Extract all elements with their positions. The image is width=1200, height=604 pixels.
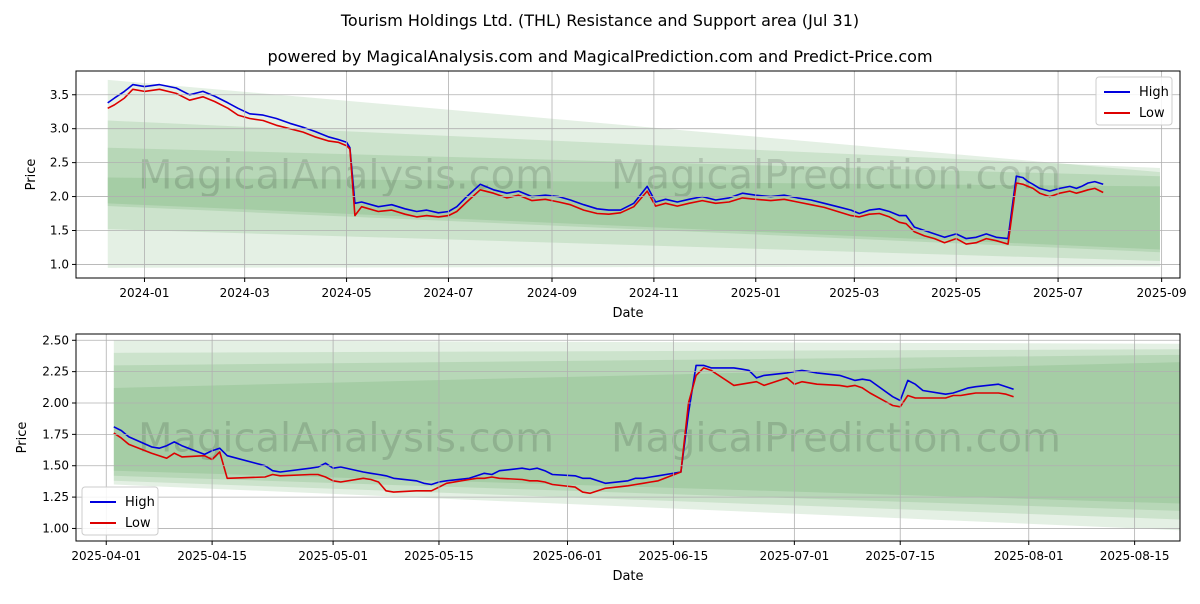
x-tick-label: 2025-06-15 xyxy=(638,549,708,563)
resistance-support-band-2 xyxy=(107,120,1160,262)
watermark-text-2: MagicalPrediction.com xyxy=(611,153,1061,199)
series-line-low xyxy=(107,88,1104,245)
y-axis-label: Price xyxy=(15,422,30,454)
x-tick-label: 2025-03 xyxy=(829,286,879,300)
x-tick-label: 2024-07 xyxy=(423,286,473,300)
legend-label-low: Low xyxy=(125,516,151,531)
top-chart-panel: MagicalAnalysis.com MagicalPrediction.com… xyxy=(24,70,1187,321)
watermark-text-1: MagicalAnalysis.com xyxy=(138,416,554,462)
plot-area: MagicalAnalysis.com MagicalPrediction.com xyxy=(107,79,1160,268)
x-tick-label: 2025-05 xyxy=(931,286,981,300)
resistance-support-band-3 xyxy=(113,354,1180,511)
x-tick-label: 2025-05-01 xyxy=(298,549,368,563)
y-tick-label: 2.50 xyxy=(42,333,69,347)
y-tick-label: 2.5 xyxy=(50,156,69,170)
x-tick-label: 2025-01 xyxy=(731,286,781,300)
x-tick-label: 2025-05-15 xyxy=(404,549,474,563)
y-tick-label: 1.25 xyxy=(42,490,69,504)
series-line-low xyxy=(113,367,1014,495)
chart-subtitle: powered by MagicalAnalysis.com and Magic… xyxy=(267,47,932,66)
x-tick-label: 2025-08-15 xyxy=(1100,549,1170,563)
watermark-text-2: MagicalPrediction.com xyxy=(611,416,1061,462)
y-axis-label: Price xyxy=(24,159,39,191)
resistance-support-band-4 xyxy=(107,177,1160,250)
y-tick-label: 2.25 xyxy=(42,365,69,379)
x-tick-label: 2025-09 xyxy=(1137,286,1187,300)
x-tick-label: 2025-08-01 xyxy=(994,549,1064,563)
y-tick-label: 1.0 xyxy=(50,257,69,271)
axes-frame xyxy=(75,70,1181,279)
x-tick-label: 2025-04-01 xyxy=(71,549,141,563)
series-line-high xyxy=(107,83,1104,240)
legend-label-high: High xyxy=(125,495,155,510)
legend: High Low xyxy=(81,486,159,536)
y-tick-label: 2.00 xyxy=(42,396,69,410)
y-tick-label: 1.00 xyxy=(42,521,69,535)
y-tick-label: 1.5 xyxy=(50,223,69,237)
watermark-text-1: MagicalAnalysis.com xyxy=(138,153,554,199)
x-tick-label: 2025-04-15 xyxy=(177,549,247,563)
legend: High Low xyxy=(1095,76,1173,126)
axes-frame xyxy=(75,333,1181,542)
chart-title: Tourism Holdings Ltd. (THL) Resistance a… xyxy=(340,11,859,30)
y-tick-label: 3.5 xyxy=(50,88,69,102)
x-tick-label: 2024-11 xyxy=(629,286,679,300)
grid xyxy=(76,334,1180,541)
y-tick-label: 1.50 xyxy=(42,459,69,473)
resistance-support-band-1 xyxy=(113,340,1180,531)
x-tick-label: 2025-07 xyxy=(1033,286,1083,300)
x-tick-label: 2024-01 xyxy=(119,286,169,300)
y-tick-label: 1.75 xyxy=(42,427,69,441)
x-tick-label: 2024-09 xyxy=(527,286,577,300)
watermark: MagicalAnalysis.com MagicalPrediction.com xyxy=(138,153,1061,199)
x-axis-label: Date xyxy=(612,306,643,321)
grid xyxy=(76,71,1180,278)
x-tick-label: 2025-07-15 xyxy=(865,549,935,563)
x-tick-label: 2024-05 xyxy=(322,286,372,300)
legend-label-low: Low xyxy=(1139,106,1165,121)
resistance-support-band-3 xyxy=(107,147,1160,253)
x-tick-label: 2025-06-01 xyxy=(533,549,603,563)
x-axis-label: Date xyxy=(612,569,643,584)
legend-label-high: High xyxy=(1139,85,1169,100)
plot-area: MagicalAnalysis.com MagicalPrediction.com xyxy=(113,340,1180,531)
bottom-chart-panel: MagicalAnalysis.com MagicalPrediction.com… xyxy=(15,333,1181,584)
y-tick-label: 3.0 xyxy=(50,122,69,136)
series-line-high xyxy=(113,364,1014,486)
x-tick-label: 2024-03 xyxy=(220,286,270,300)
x-tick-label: 2025-07-01 xyxy=(759,549,829,563)
y-tick-label: 2.0 xyxy=(50,190,69,204)
